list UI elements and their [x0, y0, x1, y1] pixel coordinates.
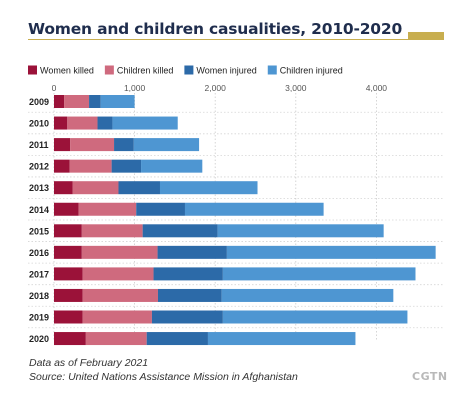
- x-tick-label-1: 1,000: [124, 83, 146, 93]
- bar-2020-series-2: [146, 332, 208, 346]
- bar-2016-series-2: [157, 245, 227, 259]
- x-tick-label-3: 3,000: [285, 83, 307, 93]
- bar-2017-series-2: [153, 267, 223, 281]
- bar-2018-series-1: [82, 288, 158, 302]
- bar-2012-series-3: [141, 159, 203, 173]
- x-tick-label-2: 2,000: [205, 83, 227, 93]
- bar-2016-series-0: [54, 245, 82, 259]
- bar-2010-series-3: [112, 116, 178, 130]
- bar-2020-series-1: [85, 332, 147, 346]
- bar-2011-series-0: [54, 138, 71, 152]
- bar-2013-series-1: [72, 181, 119, 195]
- legend-label-2: Women injured: [196, 66, 256, 76]
- y-tick-label-2011: 2011: [29, 140, 49, 150]
- bar-2011-series-1: [70, 138, 115, 152]
- x-tick-label-0: 0: [52, 83, 57, 93]
- bar-2012-series-2: [111, 159, 142, 173]
- bar-2009-series-1: [64, 95, 90, 108]
- cgtn-logo: CGTN: [412, 370, 448, 383]
- bar-2019-series-2: [151, 310, 223, 324]
- bar-2012-series-0: [54, 159, 70, 173]
- bar-2011-series-3: [133, 138, 200, 152]
- title-bar: Women and children casualities, 2010-202…: [28, 19, 444, 41]
- bar-2015-series-3: [217, 224, 384, 238]
- y-tick-label-2017: 2017: [29, 269, 49, 279]
- y-tick-label-2014: 2014: [29, 205, 49, 215]
- bar-2018-series-0: [54, 288, 83, 302]
- bar-2013-series-2: [118, 181, 160, 195]
- bar-2018-series-3: [221, 288, 394, 302]
- bar-2009-series-2: [89, 95, 101, 108]
- y-tick-label-2019: 2019: [29, 313, 49, 323]
- bar-2016-series-3: [226, 245, 436, 259]
- legend-swatch-0: [28, 65, 37, 75]
- bar-2018-series-2: [157, 288, 222, 302]
- bar-2010-series-2: [97, 116, 113, 130]
- legend-swatch-2: [184, 65, 194, 75]
- bar-2015-series-2: [142, 224, 218, 238]
- bar-2010-series-1: [67, 116, 98, 130]
- legend-label-1: Children killed: [117, 66, 174, 76]
- bar-2015-series-1: [81, 224, 143, 238]
- bar-2010-series-0: [54, 116, 68, 130]
- bar-2020-series-0: [54, 332, 86, 346]
- bar-2014-series-0: [54, 202, 79, 216]
- bar-2019-series-1: [82, 310, 152, 324]
- chart-title: Women and children casualities, 2010-202…: [28, 19, 409, 39]
- x-tick-label-4: 4,000: [366, 83, 388, 93]
- bar-2013-series-3: [159, 181, 258, 195]
- y-tick-label-2015: 2015: [29, 226, 49, 236]
- y-tick-label-2020: 2020: [29, 334, 49, 344]
- y-tick-label-2009: 2009: [29, 97, 49, 107]
- bar-2017-series-3: [222, 267, 416, 281]
- bar-2017-series-1: [82, 267, 154, 281]
- bar-2014-series-2: [136, 202, 185, 216]
- bar-2014-series-3: [184, 202, 324, 216]
- bar-2019-series-0: [54, 310, 83, 324]
- y-tick-label-2018: 2018: [29, 291, 49, 301]
- y-tick-label-2013: 2013: [29, 183, 49, 193]
- legend-label-0: Women killed: [40, 66, 94, 76]
- y-tick-label-2010: 2010: [29, 119, 49, 129]
- bar-2016-series-1: [81, 245, 158, 259]
- bar-2017-series-0: [54, 267, 83, 281]
- legend-swatch-3: [267, 65, 277, 75]
- y-tick-label-2012: 2012: [29, 162, 49, 172]
- bar-2014-series-1: [78, 202, 137, 216]
- bar-2020-series-3: [207, 332, 356, 346]
- source-note: Source: United Nations Assistance Missio…: [29, 371, 298, 383]
- bar-2015-series-0: [54, 224, 82, 238]
- legend-swatch-1: [104, 65, 114, 75]
- bar-2012-series-1: [69, 159, 112, 173]
- y-tick-label-2016: 2016: [29, 248, 49, 258]
- bar-2019-series-3: [222, 310, 408, 324]
- bar-2009-series-3: [100, 95, 135, 108]
- bar-2009-series-0: [54, 95, 65, 108]
- data-date-note: Data as of February 2021: [29, 357, 149, 369]
- bar-2013-series-0: [54, 181, 73, 195]
- bar-2011-series-2: [114, 138, 134, 152]
- legend-label-3: Children injured: [280, 66, 343, 76]
